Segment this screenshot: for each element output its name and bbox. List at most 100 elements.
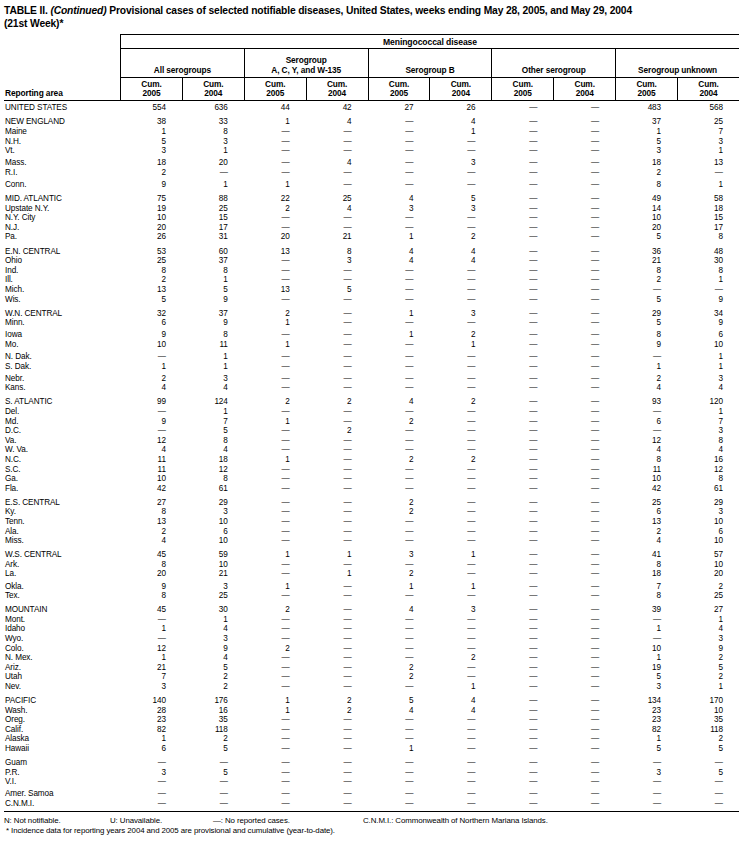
value-cell: — <box>307 615 369 625</box>
value-cell: 4 <box>121 445 183 455</box>
value-cell: 27 <box>121 498 183 508</box>
reporting-area-cell: Tex. <box>4 591 121 601</box>
value-cell: — <box>369 374 431 384</box>
value-cell: 20 <box>678 569 739 579</box>
value-cell: 1 <box>678 615 739 625</box>
value-cell: 4 <box>678 383 739 393</box>
value-cell: — <box>307 318 369 328</box>
value-cell: 4 <box>121 536 183 546</box>
value-cell: — <box>616 777 678 787</box>
table-row: V.I.—————————— <box>4 777 739 787</box>
legend-item: U: Unavailable. <box>110 816 213 826</box>
value-cell: 13 <box>616 517 678 527</box>
value-cell: 8 <box>121 560 183 570</box>
value-cell: 4 <box>616 383 678 393</box>
reporting-area-cell: Maine <box>4 127 121 137</box>
reporting-area-cell: Ark. <box>4 560 121 570</box>
value-cell: — <box>245 352 307 362</box>
value-cell: 2 <box>430 455 492 465</box>
value-cell: 2 <box>369 672 431 682</box>
value-cell: 1 <box>245 706 307 716</box>
reporting-area-cell: Upstate N.Y. <box>4 204 121 214</box>
value-cell: — <box>369 407 431 417</box>
value-cell: — <box>430 266 492 276</box>
value-cell: — <box>554 465 616 475</box>
value-cell: — <box>492 777 554 787</box>
value-cell: 176 <box>183 696 245 706</box>
value-cell: — <box>492 682 554 692</box>
value-cell: — <box>492 789 554 799</box>
value-cell: 12 <box>121 644 183 654</box>
reporting-area-cell: La. <box>4 569 121 579</box>
value-cell: — <box>430 672 492 682</box>
reporting-area-cell: Idaho <box>4 624 121 634</box>
reporting-area-cell: R.I. <box>4 168 121 178</box>
reporting-area-cell: Ga. <box>4 474 121 484</box>
value-cell: 2 <box>616 527 678 537</box>
table-row: Conn.911—————81 <box>4 180 739 190</box>
value-cell: 1 <box>678 275 739 285</box>
value-cell: 8 <box>678 474 739 484</box>
value-cell: 18 <box>678 204 739 214</box>
table-row: MOUNTAIN45302—43——3927 <box>4 605 739 615</box>
value-cell: 15 <box>678 213 739 223</box>
value-cell: — <box>554 536 616 546</box>
value-cell: — <box>369 484 431 494</box>
value-cell: 3 <box>183 374 245 384</box>
value-cell: — <box>369 799 431 809</box>
value-cell: — <box>492 605 554 615</box>
reporting-area-cell: Wyo. <box>4 634 121 644</box>
value-cell: — <box>183 758 245 768</box>
reporting-area-cell: Md. <box>4 417 121 427</box>
value-cell: — <box>430 591 492 601</box>
value-cell: — <box>245 672 307 682</box>
value-cell: 20 <box>616 223 678 233</box>
reporting-area-cell: NEW ENGLAND <box>4 117 121 127</box>
value-cell: — <box>492 223 554 233</box>
reporting-area-cell: W.S. CENTRAL <box>4 550 121 560</box>
value-cell: 6 <box>616 507 678 517</box>
value-cell: 12 <box>678 465 739 475</box>
value-cell: — <box>307 484 369 494</box>
table-row: S. Dak.11——————11 <box>4 362 739 372</box>
value-cell: 10 <box>183 536 245 546</box>
table-row: Amer. Samoa—————————— <box>4 789 739 799</box>
value-cell: 2 <box>183 682 245 692</box>
value-cell: — <box>307 663 369 673</box>
value-cell: — <box>554 180 616 190</box>
value-cell: — <box>245 426 307 436</box>
header-spacer <box>4 49 120 78</box>
value-cell: 42 <box>121 484 183 494</box>
value-cell: — <box>492 560 554 570</box>
value-cell: — <box>430 285 492 295</box>
value-cell: 8 <box>183 127 245 137</box>
value-cell: — <box>245 591 307 601</box>
value-cell: — <box>245 768 307 778</box>
value-cell: 15 <box>183 213 245 223</box>
value-cell: 2 <box>245 309 307 319</box>
value-cell: 2 <box>369 569 431 579</box>
value-cell: — <box>430 768 492 778</box>
serogroup-headers: All serogroupsSerogroup A, C, Y, and W-1… <box>4 49 739 78</box>
value-cell: 1 <box>121 734 183 744</box>
value-cell: — <box>307 168 369 178</box>
value-cell: 6 <box>678 330 739 340</box>
cum-headers: Cum. 2005Cum. 2004Cum. 2005Cum. 2004Cum.… <box>120 78 739 101</box>
value-cell: — <box>554 550 616 560</box>
value-cell: — <box>121 758 183 768</box>
value-cell: — <box>307 275 369 285</box>
value-cell: 93 <box>616 397 678 407</box>
value-cell: 9 <box>183 644 245 654</box>
value-cell: — <box>121 352 183 362</box>
value-cell: 7 <box>183 417 245 427</box>
table-title-week: (21st Week)* <box>4 18 739 30</box>
value-cell: 1 <box>678 180 739 190</box>
value-cell: 37 <box>616 117 678 127</box>
table-row: Kans.44——————44 <box>4 383 739 393</box>
value-cell: — <box>245 374 307 384</box>
value-cell: — <box>307 744 369 754</box>
reporting-area-cell: Ind. <box>4 266 121 276</box>
value-cell: 2 <box>121 527 183 537</box>
value-cell: 1 <box>121 127 183 137</box>
value-cell: — <box>492 180 554 190</box>
